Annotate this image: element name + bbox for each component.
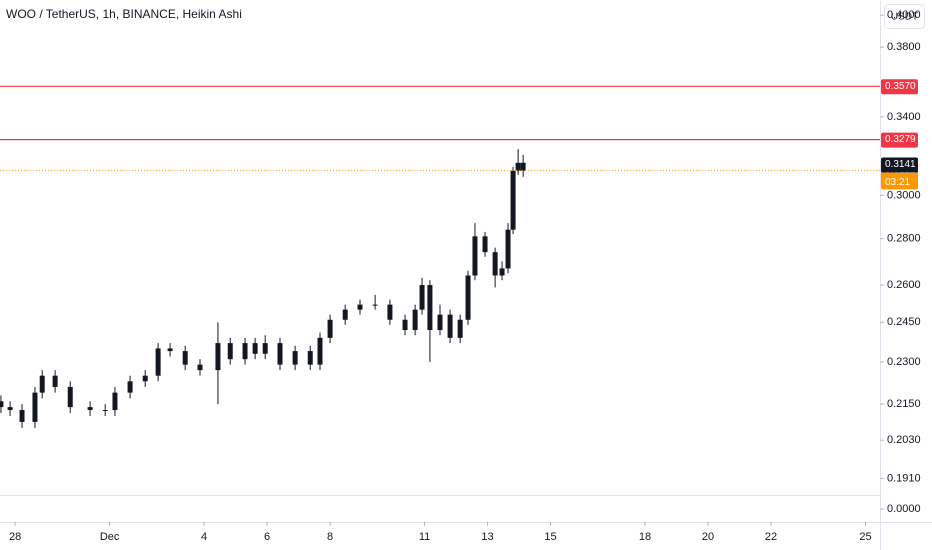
level-label: 0.3570 bbox=[885, 81, 916, 92]
candle-body bbox=[215, 343, 221, 371]
x-tick-label: 20 bbox=[702, 531, 714, 543]
candle-body bbox=[102, 410, 108, 412]
candle-body bbox=[387, 304, 393, 320]
candle-body bbox=[167, 348, 173, 352]
candle-body bbox=[342, 309, 348, 320]
candle-body bbox=[419, 285, 425, 310]
x-tick-label: 11 bbox=[419, 531, 430, 543]
candle-body bbox=[372, 304, 378, 306]
candle-body bbox=[327, 319, 333, 338]
y-tick-label: 0.0000 bbox=[887, 503, 921, 515]
candle-body bbox=[457, 319, 463, 338]
level-box bbox=[881, 79, 918, 95]
candle-body bbox=[67, 386, 73, 408]
candle-body bbox=[482, 236, 488, 253]
candle-body bbox=[252, 343, 258, 354]
candle-body bbox=[437, 314, 443, 331]
candle-body bbox=[182, 351, 188, 365]
candle-body bbox=[197, 364, 203, 371]
candle-body bbox=[357, 304, 363, 310]
y-tick-label: 0.3800 bbox=[887, 41, 921, 53]
y-tick-label: 0.2800 bbox=[887, 233, 921, 245]
y-tick-label: 0.4000 bbox=[887, 9, 921, 21]
candle-body bbox=[19, 410, 25, 422]
countdown-label: 03:21 bbox=[885, 177, 910, 188]
x-tick-label: 4 bbox=[201, 531, 207, 543]
y-tick-label: 0.2600 bbox=[887, 279, 921, 291]
candle-body bbox=[32, 392, 38, 422]
candle-body bbox=[242, 343, 248, 360]
candle-body bbox=[472, 236, 478, 276]
candle-body bbox=[307, 351, 313, 365]
candle-body bbox=[505, 229, 511, 269]
x-tick-label: 18 bbox=[639, 531, 651, 543]
chart-title: WOO / TetherUS, 1h, BINANCE, Heikin Ashi bbox=[6, 7, 242, 21]
currency-button[interactable] bbox=[884, 4, 925, 29]
y-tick-label: 0.2300 bbox=[887, 356, 921, 368]
y-tick-label: 0.1910 bbox=[887, 472, 921, 484]
candle-body bbox=[227, 343, 233, 360]
level-box bbox=[881, 132, 918, 148]
y-tick-label: 0.3400 bbox=[887, 111, 921, 123]
x-tick-label: 6 bbox=[264, 531, 270, 543]
y-tick-label: 0.2030 bbox=[887, 434, 921, 446]
candle-body bbox=[7, 407, 13, 411]
level-label: 0.3279 bbox=[885, 134, 916, 145]
candle-body bbox=[317, 337, 323, 365]
x-tick-label: 8 bbox=[327, 531, 333, 543]
marker-box bbox=[881, 157, 918, 173]
currency-label[interactable]: USDT bbox=[891, 12, 918, 23]
candle-body bbox=[127, 381, 133, 393]
x-tick-label: Dec bbox=[100, 531, 120, 543]
candle-body bbox=[447, 314, 453, 338]
x-tick-label: 25 bbox=[859, 531, 871, 543]
candle-body bbox=[87, 407, 93, 411]
candle-body bbox=[510, 170, 516, 230]
x-tick-label: 28 bbox=[9, 531, 21, 543]
candle-body bbox=[412, 309, 418, 331]
y-tick-label: 0.3000 bbox=[887, 189, 921, 201]
candle-body bbox=[465, 275, 471, 320]
marker-label: 0.3141 bbox=[885, 159, 916, 170]
y-tick-label: 0.2450 bbox=[887, 316, 921, 328]
candle-body bbox=[292, 351, 298, 365]
x-tick-label: 13 bbox=[481, 531, 493, 543]
candle-body bbox=[142, 375, 148, 382]
candle-body bbox=[427, 285, 433, 331]
candle-body bbox=[277, 343, 283, 365]
candle-body bbox=[0, 401, 4, 408]
candle-body bbox=[515, 162, 521, 171]
candle-body bbox=[52, 375, 58, 387]
candle-body bbox=[112, 392, 118, 411]
candle-body bbox=[39, 375, 45, 393]
candle-body bbox=[262, 343, 268, 354]
x-tick-label: 15 bbox=[544, 531, 556, 543]
candle-body bbox=[520, 162, 526, 171]
y-tick-label: 0.2150 bbox=[887, 398, 921, 410]
x-tick-label: 22 bbox=[765, 531, 777, 543]
candle-body bbox=[155, 348, 161, 376]
candle-body bbox=[499, 268, 505, 276]
candle-body bbox=[492, 252, 498, 276]
candle-body bbox=[402, 319, 408, 331]
